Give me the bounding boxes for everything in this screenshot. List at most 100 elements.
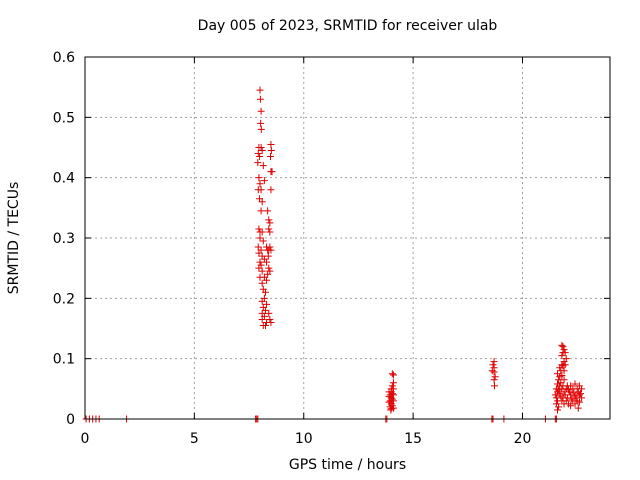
data-point (256, 153, 264, 161)
data-point (254, 159, 262, 167)
data-point (560, 346, 568, 354)
data-point (257, 125, 265, 133)
data-point (258, 147, 266, 155)
data-point (264, 207, 272, 215)
data-point (257, 207, 265, 215)
data-point (266, 228, 274, 236)
y-tick-label: 0 (66, 412, 75, 428)
data-point (564, 386, 572, 394)
data-point (568, 395, 576, 403)
data-point (256, 86, 264, 94)
data-point (255, 249, 263, 257)
data-point (490, 358, 498, 366)
y-tick-label: 0.1 (53, 352, 75, 368)
data-point (257, 119, 265, 127)
data-point (389, 371, 397, 379)
data-point (559, 343, 567, 351)
data-point (265, 264, 273, 272)
tick-labels: 0 5 10 15 20 0 0.1 0.2 0.3 0.4 0.5 0.6 (53, 50, 532, 447)
data-point (258, 279, 266, 287)
data-point (555, 403, 563, 411)
data-point (571, 400, 579, 408)
data-point (263, 276, 271, 284)
data-point (258, 315, 266, 323)
data-point (267, 153, 274, 161)
data-point (387, 406, 395, 414)
data-point (556, 364, 564, 372)
data-point (574, 404, 582, 412)
data-point (567, 391, 575, 399)
x-tick-label: 20 (514, 431, 532, 447)
data-point (255, 225, 263, 233)
axis-ticks (84, 56, 610, 420)
data-point (261, 306, 269, 314)
data-point (257, 107, 265, 115)
data-point (267, 186, 275, 194)
data-point (388, 370, 396, 378)
data-point (266, 243, 274, 251)
y-tick-label: 0.6 (53, 50, 75, 66)
data-point (266, 267, 274, 275)
data-point (255, 264, 263, 272)
data-point (254, 243, 262, 251)
data-point (489, 361, 497, 369)
data-point (491, 382, 498, 390)
data-point (571, 380, 579, 388)
y-tick-label: 0.4 (53, 171, 75, 187)
data-point (263, 300, 271, 308)
data-point (259, 237, 267, 245)
data-point (556, 373, 564, 381)
data-point (570, 389, 578, 397)
data-point (256, 180, 264, 188)
data-point (566, 388, 574, 396)
data-point (254, 150, 262, 158)
data-point (563, 394, 571, 402)
data-point (551, 391, 559, 399)
x-tick-label: 10 (295, 431, 313, 447)
data-point (388, 382, 396, 390)
data-point (267, 147, 275, 155)
data-point (554, 406, 561, 414)
data-point (263, 258, 271, 266)
data-point (266, 219, 274, 227)
data-point (266, 315, 274, 323)
data-point (386, 403, 394, 411)
data-point (267, 246, 275, 254)
data-point (558, 341, 566, 349)
data-point (256, 95, 264, 103)
x-axis-label: GPS time / hours (288, 457, 407, 473)
data-point (576, 390, 584, 398)
y-tick-label: 0.5 (53, 110, 75, 126)
data-point (265, 309, 273, 317)
x-tick-label: 0 (81, 431, 90, 447)
data-point (490, 376, 498, 384)
data-point (265, 225, 273, 233)
data-point (258, 267, 266, 275)
data-point (258, 198, 266, 206)
x-tick-label: 5 (190, 431, 199, 447)
data-point (261, 288, 269, 296)
data-point (259, 162, 267, 170)
data-point (267, 140, 275, 148)
data-point (573, 385, 581, 393)
data-point (255, 174, 263, 182)
data-point (256, 234, 264, 242)
data-point (559, 362, 567, 370)
grid-lines (85, 57, 610, 419)
data-point (264, 252, 272, 260)
data-point (261, 321, 269, 329)
x-tick-label: 15 (404, 431, 422, 447)
data-point (256, 258, 264, 266)
data-point (265, 216, 273, 224)
data-point (258, 228, 266, 236)
y-axis-label: SRMTID / TECUs (6, 181, 22, 295)
data-point (575, 398, 583, 406)
data-point (257, 186, 265, 194)
data-point (267, 168, 275, 176)
data-point (561, 349, 569, 357)
data-point (491, 373, 499, 381)
y-tick-label: 0.3 (53, 231, 75, 247)
data-points (82, 86, 586, 423)
data-point (555, 386, 563, 394)
data-point (560, 376, 568, 384)
